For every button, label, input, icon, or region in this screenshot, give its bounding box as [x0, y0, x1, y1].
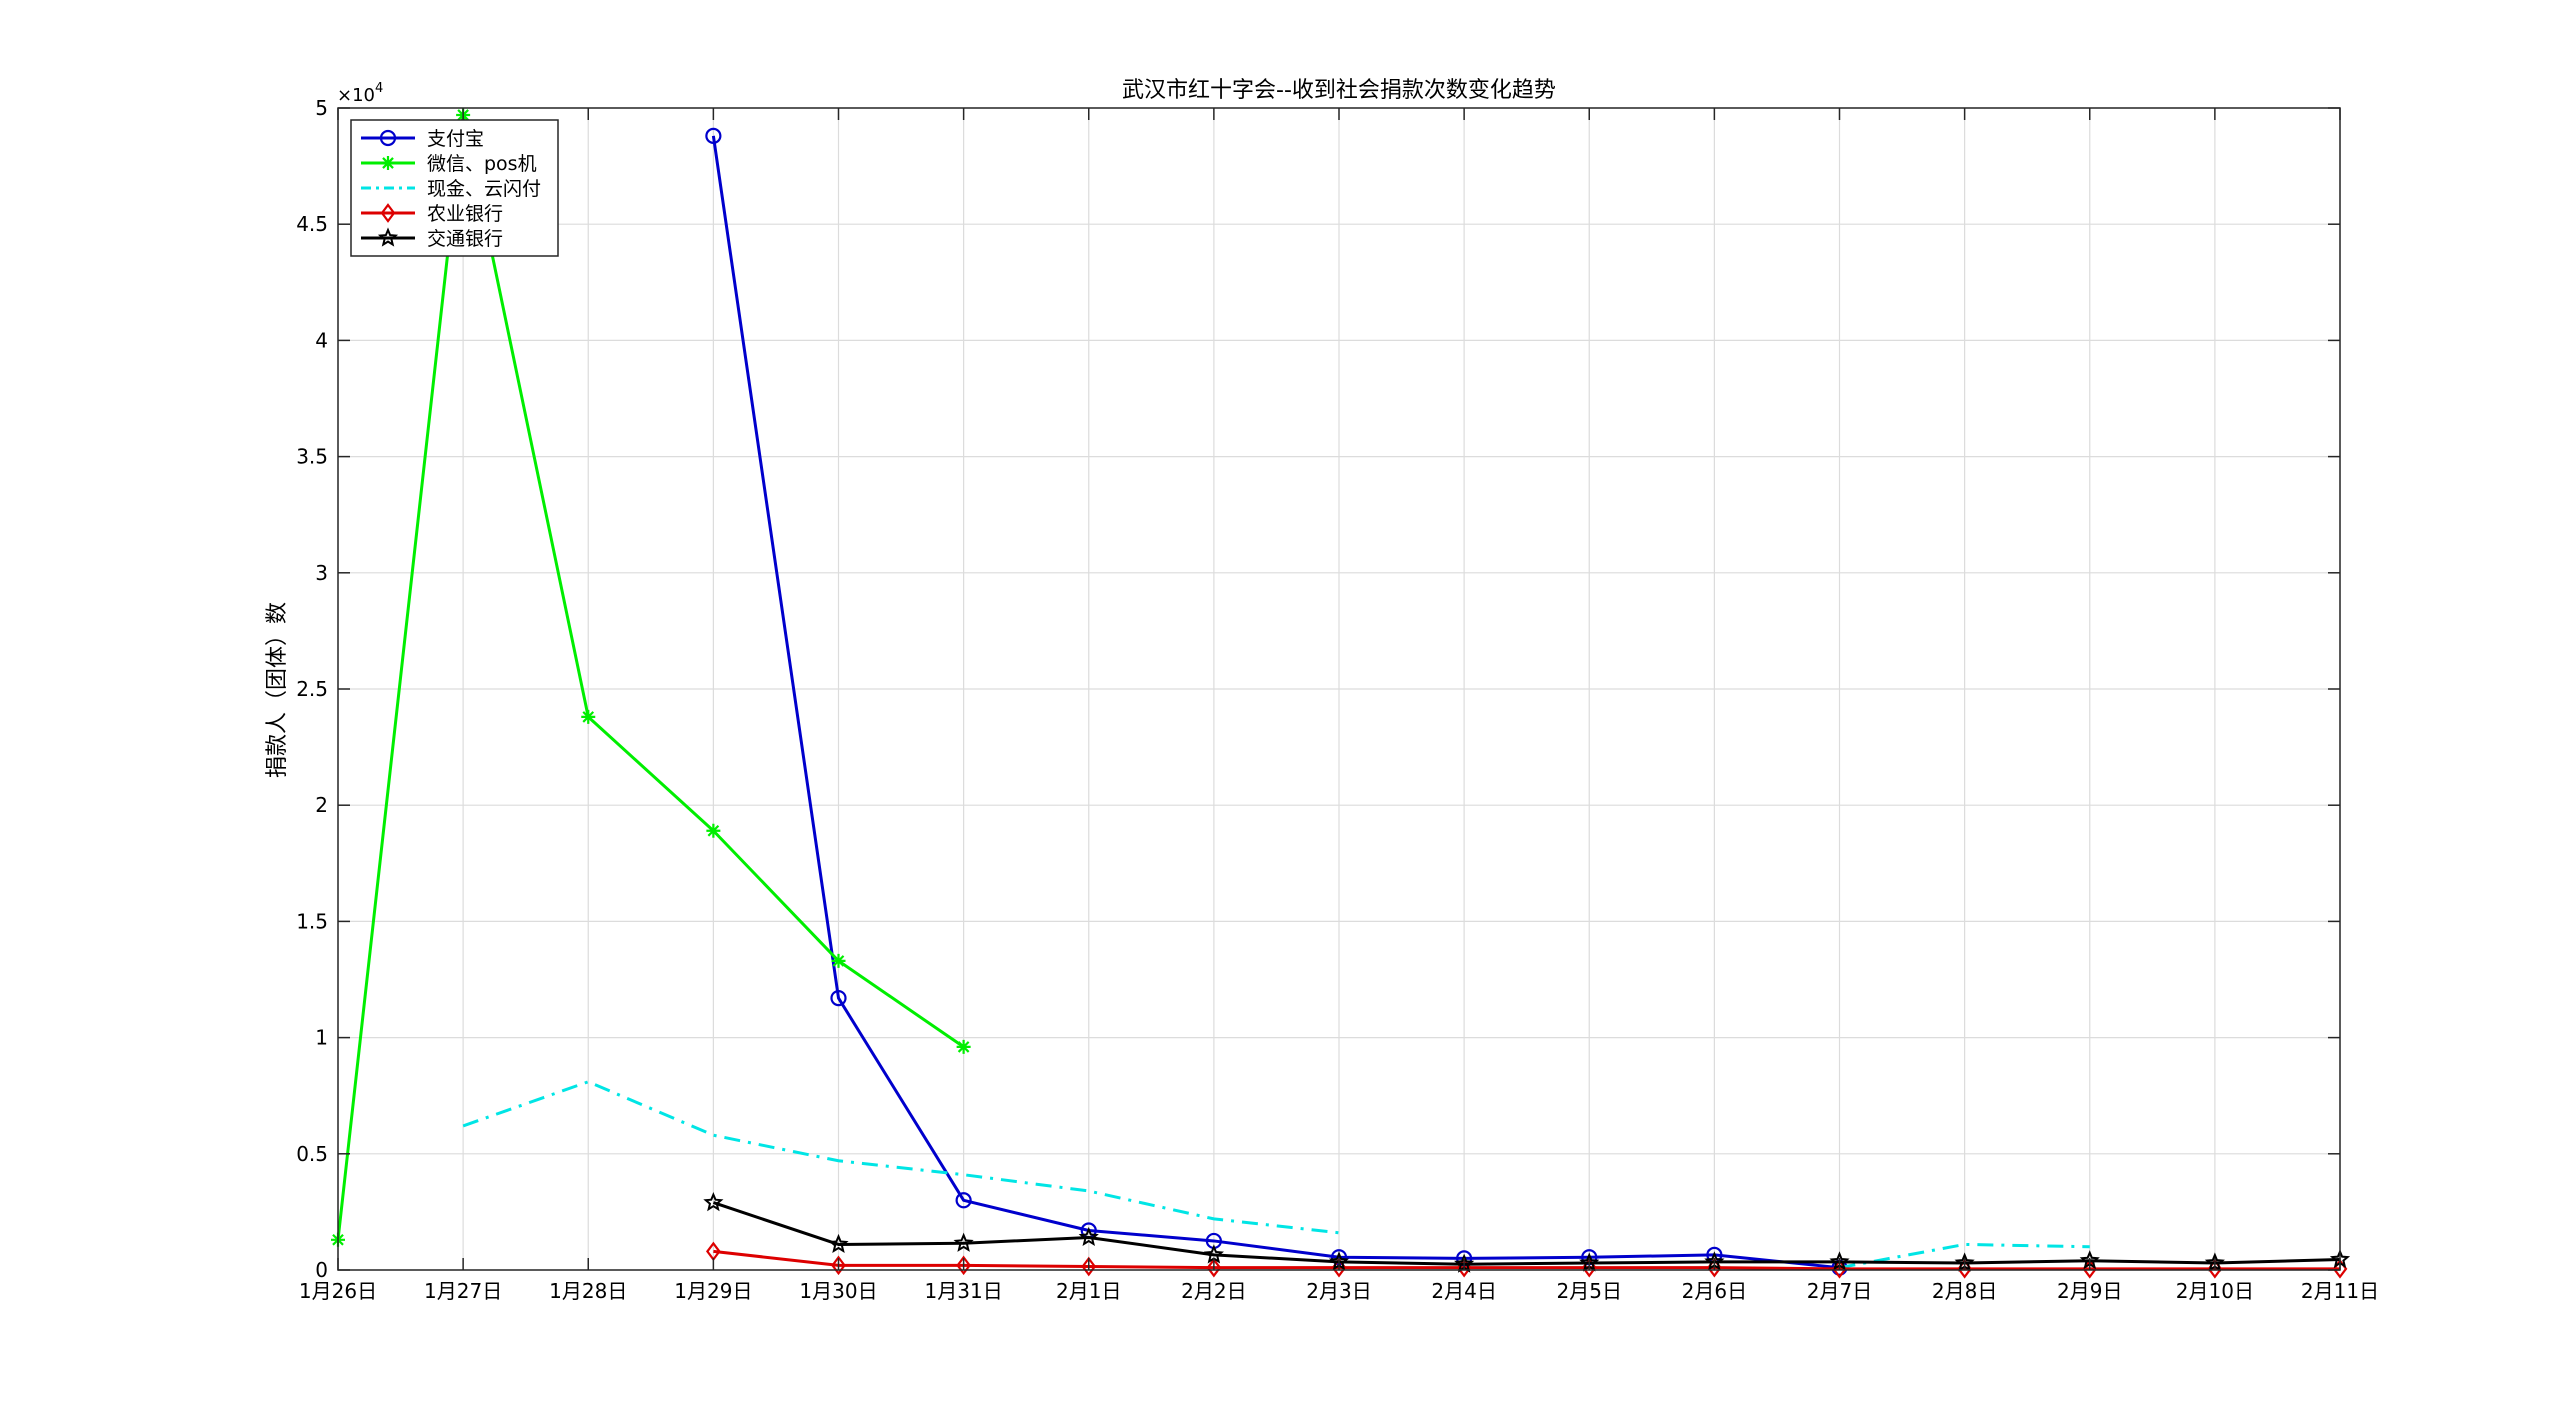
x-tick-label: 1月29日 [674, 1279, 752, 1303]
x-tick-label: 2月10日 [2176, 1279, 2254, 1303]
y-tick-label: 2.5 [296, 677, 328, 701]
x-tick-label: 1月30日 [799, 1279, 877, 1303]
data-point [953, 1232, 974, 1252]
ticks: 1月26日 1月27日 1月28日 1月29日 1月30日 1月31日 2月1日 2月2日 2月… [296, 96, 2379, 1303]
series-line [462, 1080, 1340, 1235]
data-point [1206, 1257, 1222, 1278]
legend-entry: 交通银行 [361, 227, 503, 250]
data-point [581, 709, 596, 724]
series-line [336, 113, 965, 1240]
x-tick-label: 1月31日 [925, 1279, 1003, 1303]
legend-label: 交通银行 [427, 228, 503, 250]
legend-marker [379, 129, 397, 147]
y-tick-label: 2 [315, 793, 328, 817]
y-tick-label: 1.5 [296, 909, 328, 933]
legend-label: 支付宝 [427, 128, 484, 150]
y-axis-exponent: ×104 [337, 81, 383, 106]
x-tick-label: 2月4日 [1431, 1279, 1496, 1303]
legend-label: 现金、云闪付 [427, 178, 541, 200]
legend-entry: 农业银行 [361, 203, 503, 225]
x-tick-label: 2月6日 [1682, 1279, 1747, 1303]
exponent-power: 4 [375, 81, 383, 96]
exponent-base: ×10 [337, 85, 375, 106]
legend-marker [377, 227, 399, 247]
series-group [462, 1080, 2090, 1270]
data-point [956, 1039, 971, 1054]
data-point [828, 1233, 849, 1254]
y-tick-label: 0.5 [296, 1142, 328, 1166]
x-tick-label: 2月3日 [1306, 1279, 1371, 1303]
legend-label: 农业银行 [427, 203, 503, 225]
x-tick-label: 1月28日 [549, 1279, 627, 1303]
series-line [712, 1201, 2341, 1266]
data-point [706, 823, 721, 838]
x-tick-label: 2月11日 [2301, 1279, 2379, 1303]
x-tick-label: 2月7日 [1807, 1279, 1872, 1303]
x-tick-label: 2月8日 [1932, 1279, 1997, 1303]
x-tick-label: 1月26日 [299, 1279, 377, 1303]
legend-entry: 微信、pos机 [361, 153, 537, 175]
data-point [1078, 1226, 1099, 1247]
y-tick-label: 3.5 [296, 445, 328, 469]
data-point [703, 1191, 724, 1212]
x-tick-label: 2月9日 [2057, 1279, 2122, 1303]
data-point [831, 953, 846, 968]
y-tick-label: 4.5 [296, 212, 328, 236]
data-point [955, 1192, 972, 1209]
legend-marker [380, 203, 396, 223]
data-point [1081, 1256, 1097, 1277]
data-point [705, 127, 722, 144]
y-axis-label: 捐款人（团体）数 [265, 602, 290, 778]
y-tick-label: 5 [315, 96, 328, 120]
legend-entry: 现金、云闪付 [361, 178, 541, 200]
data-point [830, 989, 847, 1007]
y-tick-label: 0 [315, 1258, 328, 1282]
y-tick-label: 4 [315, 328, 328, 352]
legend-entry: 支付宝 [361, 128, 484, 150]
series-line [713, 1249, 2340, 1271]
series-line [1839, 1242, 2090, 1270]
data-point [831, 1255, 846, 1276]
x-tick-label: 1月27日 [424, 1279, 502, 1303]
x-tick-label: 2月5日 [1557, 1279, 1622, 1303]
series-line [711, 135, 1840, 1270]
legend-marker [381, 156, 395, 170]
y-tick-label: 3 [315, 561, 328, 585]
series-layer [331, 107, 2351, 1279]
chart-title: 武汉市红十字会--收到社会捐款次数变化趋势 [1122, 78, 1556, 103]
x-tick-label: 2月2日 [1181, 1279, 1246, 1303]
x-tick-label: 2月1日 [1056, 1279, 1121, 1303]
legend-label: 微信、pos机 [427, 153, 537, 175]
y-tick-label: 1 [315, 1026, 328, 1050]
data-point [956, 1255, 971, 1276]
